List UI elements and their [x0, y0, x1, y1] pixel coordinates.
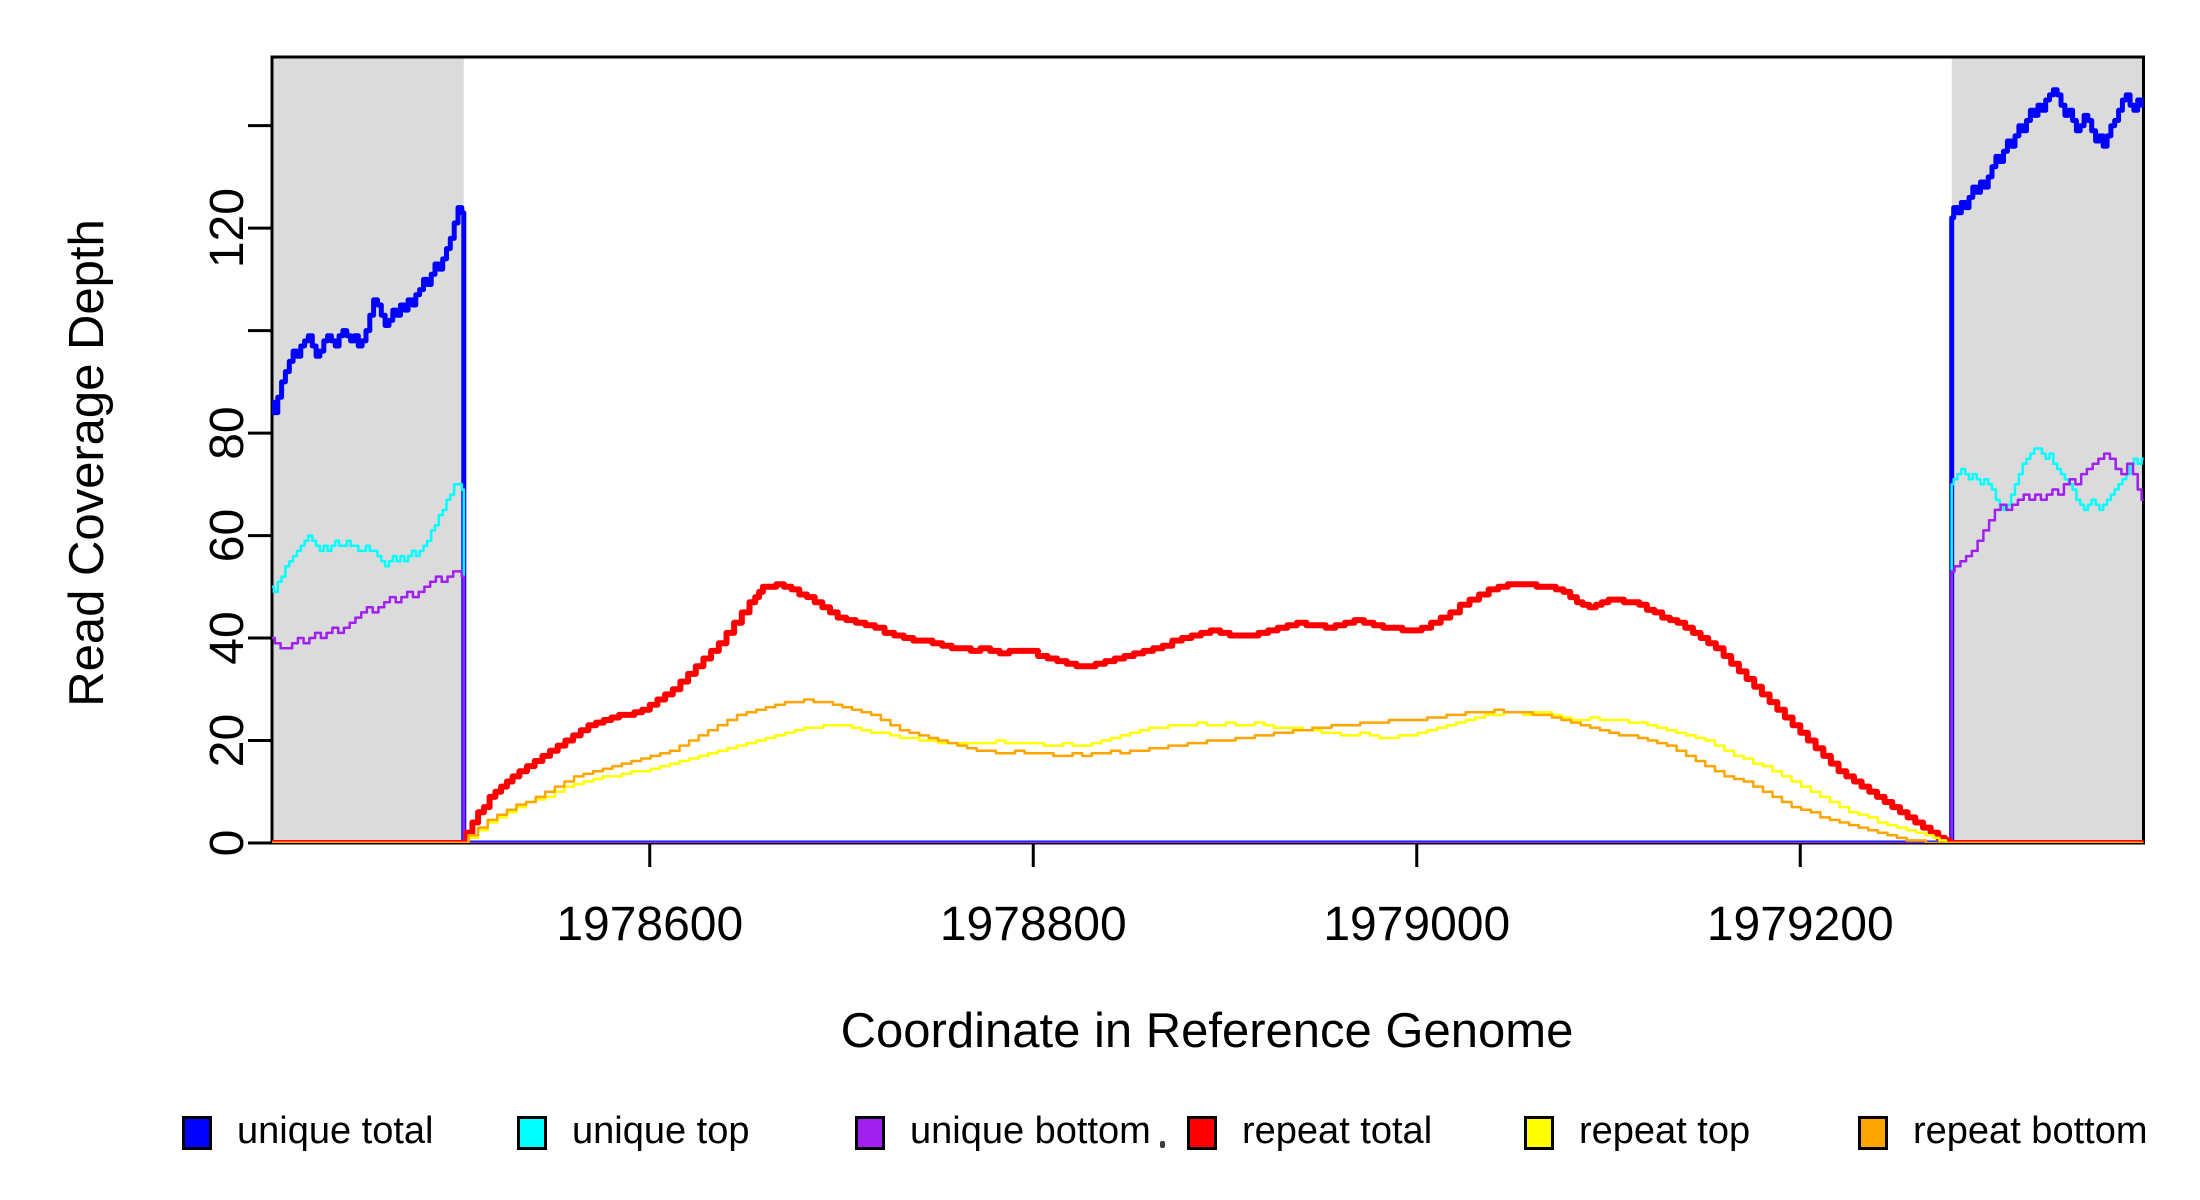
y-axis-title: Read Coverage Depth — [60, 219, 114, 707]
x-axis: 1978600 1978800 1979000 1979200 — [556, 843, 1894, 951]
y-tick-label: 60 — [201, 509, 254, 562]
x-tick-label: 1979200 — [1707, 898, 1894, 951]
x-tick-label: 1978800 — [940, 898, 1127, 951]
x-tick-label: 1979000 — [1323, 898, 1510, 951]
y-tick-label: 80 — [201, 406, 254, 459]
shaded-region-unique-mapping-right — [1951, 57, 2144, 843]
y-tick-label: 40 — [201, 611, 254, 664]
y-tick-label: 0 — [201, 830, 254, 857]
series-repeat-bottom — [272, 698, 2144, 843]
y-axis: 0 20 40 60 80 120 — [201, 124, 272, 857]
series-lines — [272, 87, 2144, 843]
series-unique-bottom — [272, 452, 2144, 843]
shaded-region-unique-mapping-left — [272, 57, 464, 843]
stray-dot-artifact — [1160, 1141, 1165, 1148]
series-unique-total — [272, 87, 2144, 843]
series-repeat-total — [272, 581, 2144, 843]
x-axis-title: Coordinate in Reference Genome — [841, 1004, 1574, 1058]
y-tick-label: 20 — [201, 714, 254, 767]
series-unique-top — [272, 447, 2144, 843]
y-tick-label: 120 — [201, 188, 254, 268]
series-repeat-top — [272, 711, 2144, 843]
x-tick-label: 1978600 — [556, 898, 743, 951]
